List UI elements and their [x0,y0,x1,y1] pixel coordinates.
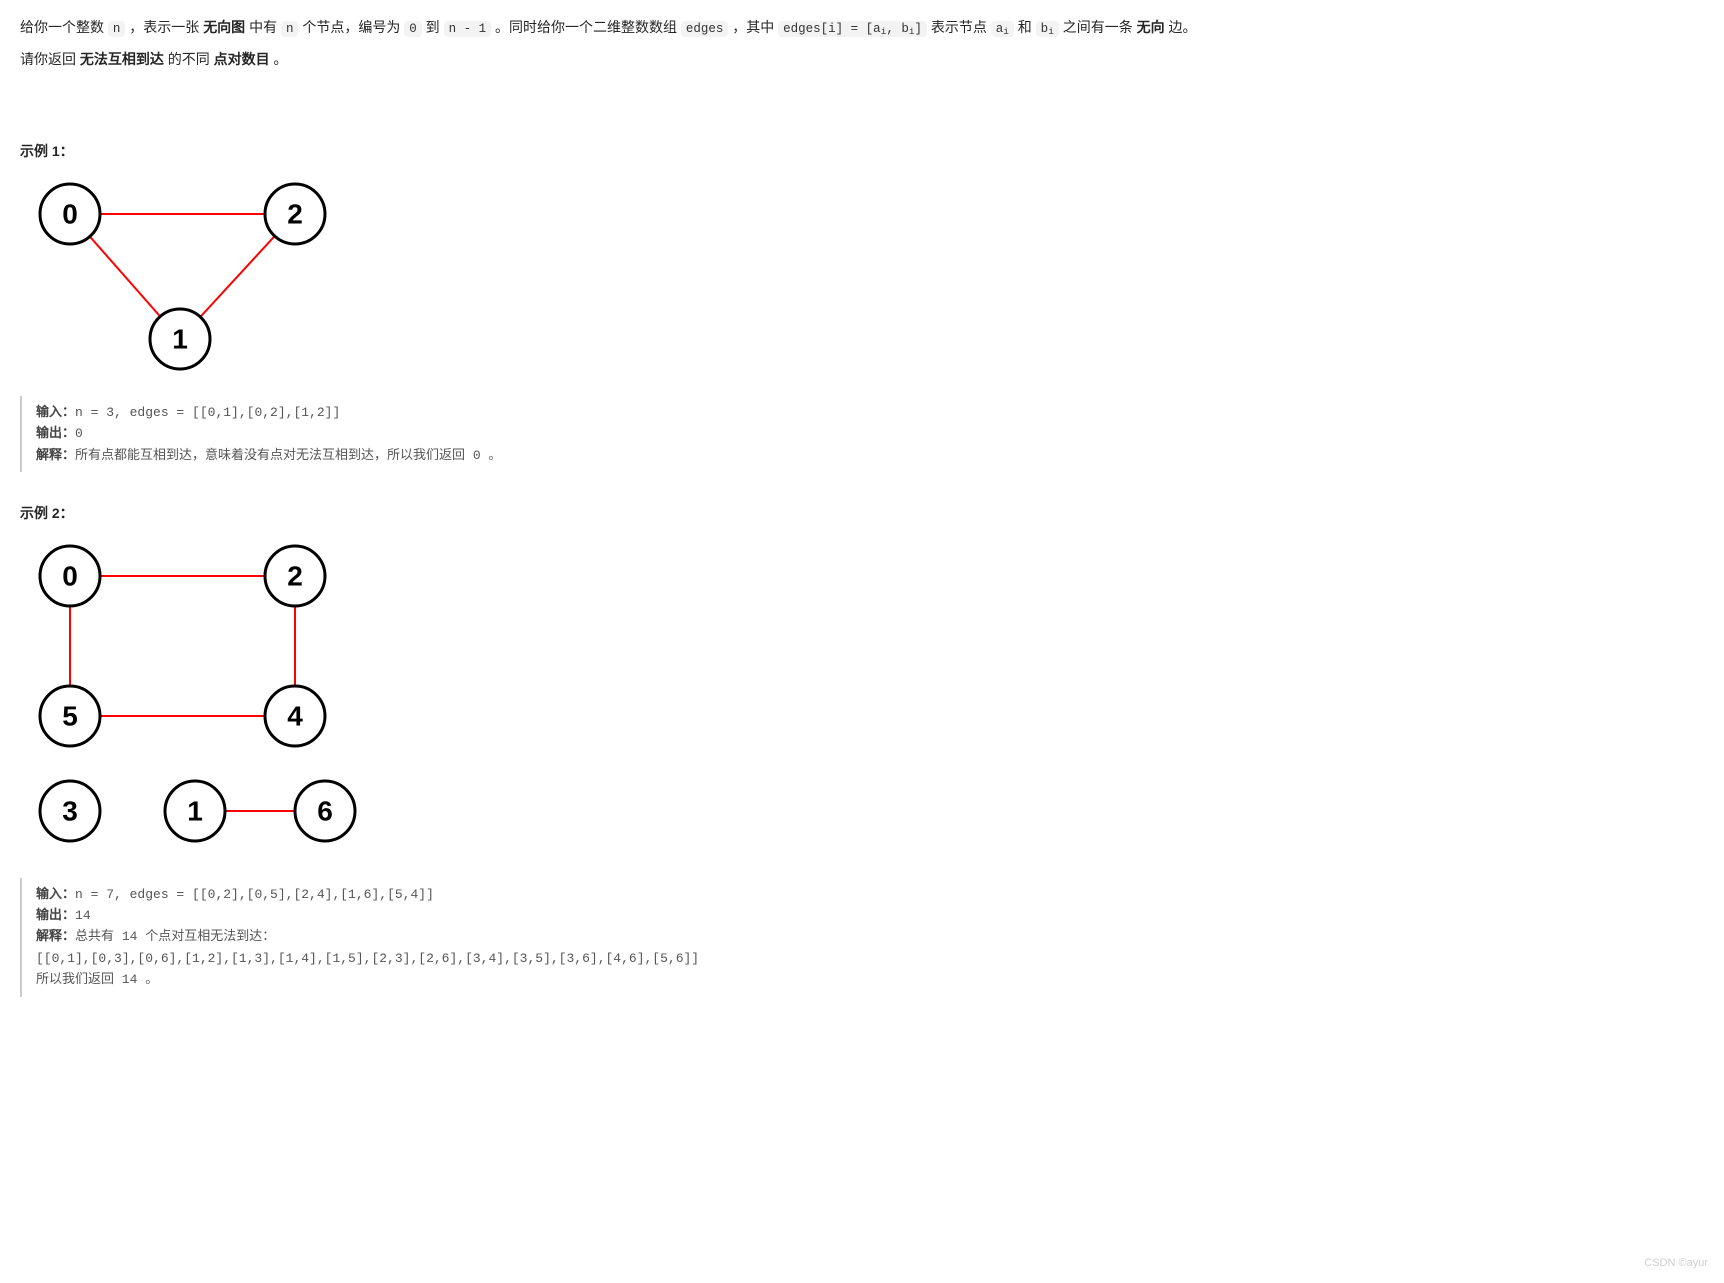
code-edges-i: edges[i] = [ai, bi] [778,21,927,37]
problem-para-1: 给你一个整数 n ，表示一张 无向图 中有 n 个节点，编号为 0 到 n - … [20,16,1704,40]
label-output: 输出： [36,426,75,441]
label-output: 输出： [36,908,75,923]
text: 所有点都能互相到达，意味着没有点对无法互相到达，所以我们返回 0 。 [75,448,501,463]
example2-svg: 0 2 5 4 3 1 6 [20,536,360,856]
text: 和 [1014,19,1036,35]
text: 14 [75,908,91,923]
graph-node-label: 2 [287,198,303,229]
graph-node-label: 6 [317,795,333,826]
bold-undirected: 无向 [1137,19,1165,35]
text: 的不同 [164,51,214,67]
label-input: 输入： [36,405,75,420]
code-zero: 0 [404,21,422,37]
graph-node-label: 2 [287,560,303,591]
code-ai: ai [991,21,1014,37]
text: 总共有 14 个点对互相无法到达： [75,929,275,944]
text: 之间有一条 [1059,19,1137,35]
text: ，表示一张 [125,19,203,35]
text: 。 [270,51,288,67]
bold-pair-count: 点对数目 [214,51,270,67]
text: edges[i] = [a [783,22,881,36]
graph-node-label: 1 [187,795,203,826]
bold-undirected-graph: 无向图 [203,19,245,35]
example2-diagram: 0 2 5 4 3 1 6 [20,536,1704,864]
text: 边。 [1165,19,1197,35]
graph-node-label: 3 [62,795,78,826]
code-n-minus-1: n - 1 [444,21,492,37]
text: 中有 [245,19,281,35]
label-input: 输入： [36,887,75,902]
text: n = 3, edges = [[0,1],[0,2],[1,2]] [75,405,340,420]
problem-para-2: 请你返回 无法互相到达 的不同 点对数目 。 [20,48,1704,72]
example1-title: 示例 1： [20,140,1704,164]
graph-node-label: 4 [287,700,303,731]
example2-title: 示例 2： [20,502,1704,526]
bold-unreachable: 无法互相到达 [80,51,164,67]
subscript: i [909,26,915,37]
text: n = 7, edges = [[0,2],[0,5],[2,4],[1,6],… [75,887,434,902]
text: 个节点，编号为 [298,19,404,35]
subscript: i [1003,26,1009,37]
code-edges: edges [681,21,729,37]
code-bi: bi [1036,21,1059,37]
text: 表示节点 [927,19,991,35]
subscript: i [1048,26,1054,37]
text: 所以我们返回 14 。 [36,972,158,987]
graph-node-label: 0 [62,198,78,229]
text: 。同时给你一个二维整数数组 [491,19,681,35]
text: 给你一个整数 [20,19,108,35]
graph-node-label: 0 [62,560,78,591]
text: 请你返回 [20,51,80,67]
text: [[0,1],[0,3],[0,6],[1,2],[1,3],[1,4],[1,… [36,951,699,966]
subscript: i [881,26,887,37]
text: 到 [422,19,444,35]
example1-svg: 0 2 1 [20,174,350,374]
example1-diagram: 0 2 1 [20,174,1704,382]
graph-node-label: 1 [172,323,188,354]
text: ，其中 [728,19,778,35]
example1-io: 输入：n = 3, edges = [[0,1],[0,2],[1,2]] 输出… [20,396,1704,472]
code-n: n [108,21,126,37]
example2-io: 输入：n = 7, edges = [[0,2],[0,5],[2,4],[1,… [20,878,1704,997]
graph-node-label: 5 [62,700,78,731]
watermark: CSDN ©ayur [1644,1254,1708,1273]
text: 0 [75,426,83,441]
label-explain: 解释： [36,448,75,463]
label-explain: 解释： [36,929,75,944]
text: ] [914,22,922,36]
text: , b [886,22,909,36]
code-n: n [281,21,299,37]
